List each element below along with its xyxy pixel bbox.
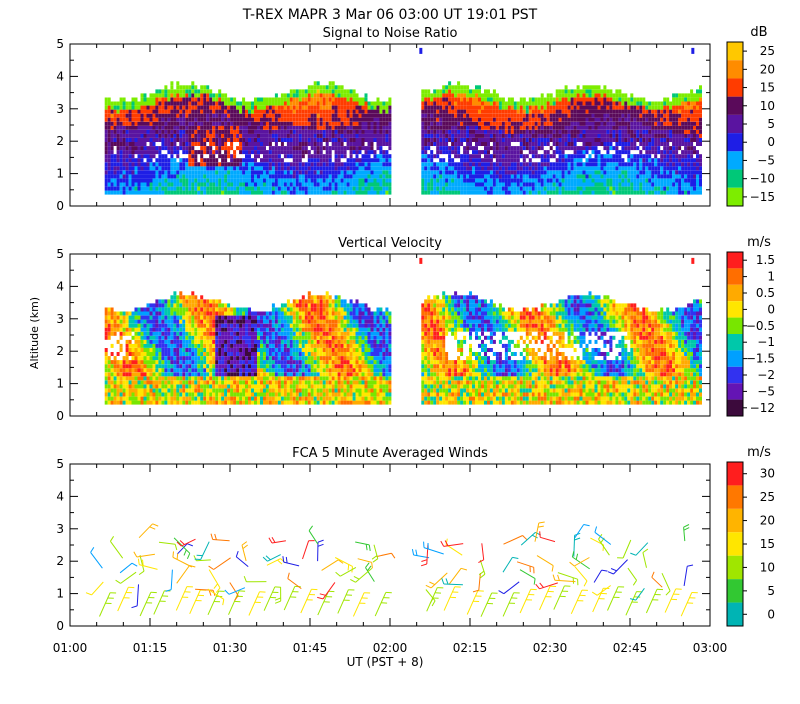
panel-title-winds: FCA 5 Minute Averaged Winds xyxy=(292,446,488,461)
y-tick-label: 0 xyxy=(56,619,64,633)
colorbar-label: 15 xyxy=(760,81,775,95)
x-tick-label: 02:45 xyxy=(613,641,648,655)
colorbar-swatch xyxy=(727,556,743,579)
colorbar-swatch xyxy=(727,252,743,268)
colorbar-swatch xyxy=(727,532,743,555)
x-tick-label: 01:30 xyxy=(213,641,248,655)
colorbar-label: 15 xyxy=(760,537,775,551)
colorbar-swatch xyxy=(727,485,743,508)
x-tick-label: 02:30 xyxy=(533,641,568,655)
colorbar-unit: m/s xyxy=(747,235,771,250)
colorbar-label: 1 xyxy=(767,270,775,284)
colorbar-swatch xyxy=(727,603,743,626)
colorbar-swatch xyxy=(727,151,743,169)
x-tick-label: 01:15 xyxy=(133,641,168,655)
colorbar-swatch xyxy=(727,78,743,96)
colorbar-swatch xyxy=(727,367,743,383)
x-axis-label: UT (PST + 8) xyxy=(347,655,424,669)
colorbar-label: −1 xyxy=(757,335,775,349)
colorbar-label: −10 xyxy=(750,172,775,186)
colorbar-label: 5 xyxy=(767,117,775,131)
colorbar-label: 10 xyxy=(760,560,775,574)
colorbar-swatch xyxy=(727,579,743,602)
colorbar-swatch xyxy=(727,462,743,485)
colorbar-label: 30 xyxy=(760,467,775,481)
x-tick-label: 01:00 xyxy=(53,641,88,655)
panel-title-velocity: Vertical Velocity xyxy=(338,236,442,251)
colorbar-swatch xyxy=(727,42,743,60)
colorbar-swatch xyxy=(727,97,743,115)
y-tick-label: 4 xyxy=(56,279,64,293)
colorbar-swatch xyxy=(727,301,743,317)
chart-title: T-REX MAPR 3 Mar 06 03:00 UT 19:01 PST xyxy=(242,7,538,23)
colorbar-label: −5 xyxy=(757,153,775,167)
colorbar-swatch xyxy=(727,115,743,133)
colorbar-label: −0.5 xyxy=(746,319,775,333)
colorbar-swatch xyxy=(727,383,743,399)
colorbar-label: 1.5 xyxy=(756,253,775,267)
y-tick-label: 1 xyxy=(56,587,64,601)
colorbar-unit: dB xyxy=(750,25,767,40)
colorbar-label: 20 xyxy=(760,62,775,76)
colorbar-swatch xyxy=(727,318,743,334)
y-tick-label: 1 xyxy=(56,167,64,181)
colorbar-label: 25 xyxy=(760,490,775,504)
colorbar-label: 10 xyxy=(760,99,775,113)
y-tick-label: 5 xyxy=(56,37,64,51)
colorbar-swatch xyxy=(727,334,743,350)
colorbar-label: 0 xyxy=(767,607,775,621)
y-tick-label: 0 xyxy=(56,199,64,213)
colorbar-label: −15 xyxy=(750,190,775,204)
colorbar-swatch xyxy=(727,509,743,532)
y-tick-label: 3 xyxy=(56,102,64,116)
x-tick-label: 03:00 xyxy=(693,641,728,655)
y-tick-label: 4 xyxy=(56,489,64,503)
colorbar-swatch xyxy=(727,170,743,188)
y-axis-label: Altitude (km) xyxy=(28,297,41,369)
colorbar-label: 0 xyxy=(767,302,775,316)
y-tick-label: 2 xyxy=(56,554,64,568)
y-tick-label: 3 xyxy=(56,312,64,326)
y-tick-label: 1 xyxy=(56,377,64,391)
colorbar-swatch xyxy=(727,133,743,151)
colorbar-label: −2 xyxy=(757,368,775,382)
colorbar-label: 25 xyxy=(760,44,775,58)
colorbar-label: 20 xyxy=(760,514,775,528)
colorbar-label: −12 xyxy=(750,401,775,415)
colorbar-label: 5 xyxy=(767,584,775,598)
y-tick-label: 2 xyxy=(56,344,64,358)
colorbar-label: −5 xyxy=(757,384,775,398)
colorbar-unit: m/s xyxy=(747,445,771,460)
colorbar-swatch xyxy=(727,268,743,284)
x-tick-label: 02:15 xyxy=(453,641,488,655)
x-tick-label: 01:45 xyxy=(293,641,328,655)
y-tick-label: 4 xyxy=(56,69,64,83)
colorbar-swatch xyxy=(727,60,743,78)
colorbar-swatch xyxy=(727,188,743,206)
y-tick-label: 0 xyxy=(56,409,64,423)
colorbar-label: −1.5 xyxy=(746,352,775,366)
colorbar-swatch xyxy=(727,285,743,301)
y-tick-label: 5 xyxy=(56,247,64,261)
colorbar-label: 0.5 xyxy=(756,286,775,300)
colorbar-label: 0 xyxy=(767,135,775,149)
colorbar-swatch xyxy=(727,350,743,366)
colorbar-swatch xyxy=(727,400,743,416)
x-tick-label: 02:00 xyxy=(373,641,408,655)
panel-title-snr: Signal to Noise Ratio xyxy=(323,26,458,41)
y-tick-label: 2 xyxy=(56,134,64,148)
y-tick-label: 5 xyxy=(56,457,64,471)
y-tick-label: 3 xyxy=(56,522,64,536)
